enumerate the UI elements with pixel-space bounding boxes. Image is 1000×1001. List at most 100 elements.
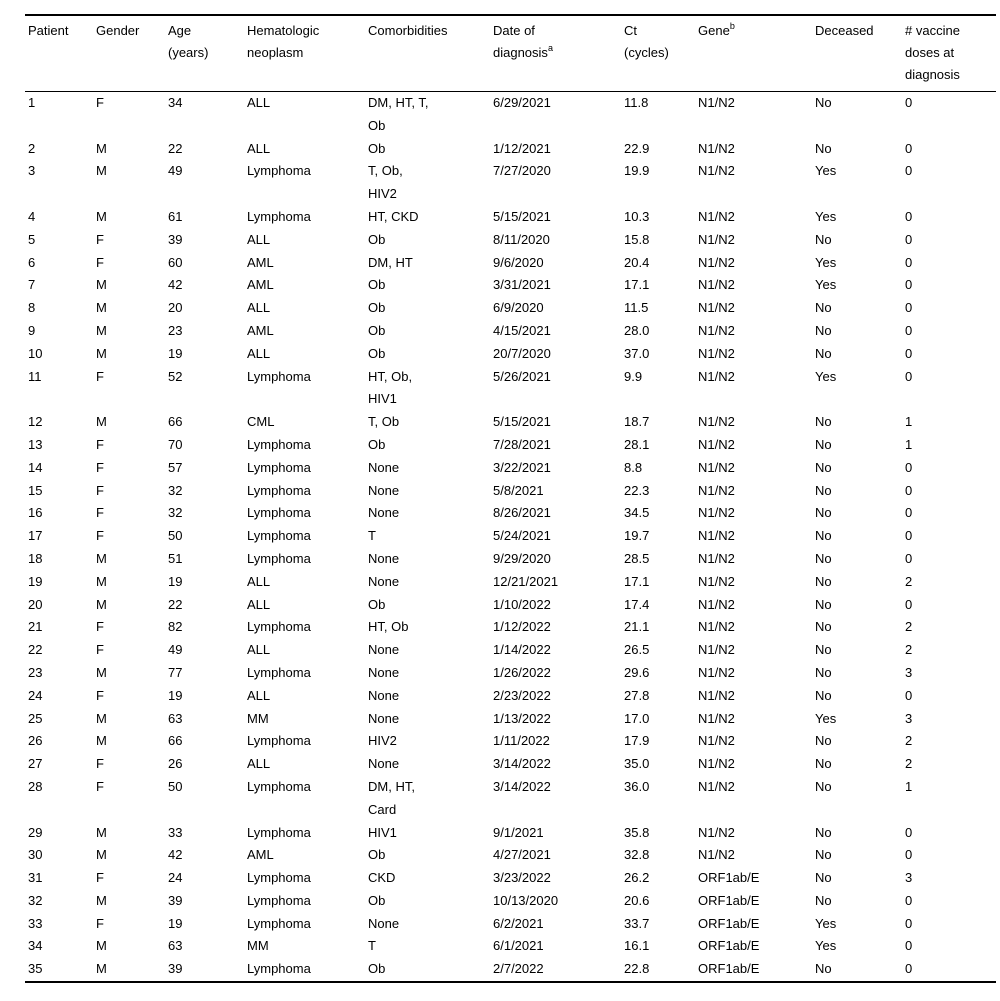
table-cell-hematologic-neoplasm: Lymphoma (247, 961, 311, 977)
comorbidities-value: Ob (368, 961, 386, 977)
table-cell-gene: N1/N2 (698, 414, 735, 430)
table-row: 14 F 57 Lymphoma None 3/22/2021 8.8 N1/N2 No 0 (25, 457, 996, 480)
table-row: 17 F 50 Lymphoma T 5/24/2021 19.7 N1/N2 No 0 (25, 525, 996, 548)
table-cell-comorbidities: Ob (368, 594, 493, 617)
comorbidities-value: None (368, 756, 400, 772)
table-cell-patient: 7 (28, 277, 36, 293)
table-cell-gene: N1/N2 (698, 163, 735, 179)
table-cell-date-of-diagnosis: 3/22/2021 (493, 459, 551, 475)
table-cell-age: 60 (168, 254, 183, 270)
table-cell-date-of-diagnosis: 7/28/2021 (493, 436, 551, 452)
table-cell-ct-cycles: 11.8 (624, 95, 649, 110)
table-cell-comorbidities: DM, HT (368, 252, 493, 275)
table-cell-age: 33 (168, 824, 183, 840)
column-header-age: Age (years) (168, 15, 247, 92)
table-cell-gender: F (96, 231, 104, 247)
table-cell-comorbidities: Ob (368, 320, 493, 343)
table-cell-patient: 25 (28, 710, 43, 726)
table-cell-deceased: No (815, 528, 832, 544)
table-cell-hematologic-neoplasm: ALL (247, 140, 271, 156)
table-cell-age: 19 (168, 915, 183, 931)
table-cell-age: 42 (168, 277, 183, 293)
table-row: 10 M 19 ALL Ob 20/7/2020 37.0 N1/N2 No 0 (25, 343, 996, 366)
comorbidities-value: None (368, 642, 400, 658)
table-row: 34 M 63 MM T 6/1/2021 16.1 ORF1ab/E Yes 0 (25, 935, 996, 958)
table-cell-ct-cycles: 10.3 (624, 208, 650, 224)
table-cell-gene: N1/N2 (698, 277, 735, 293)
table-cell-date-of-diagnosis: 5/26/2021 (493, 368, 551, 384)
table-cell-ct-cycles: 22.8 (624, 961, 650, 977)
table-cell-hematologic-neoplasm: ALL (247, 231, 271, 247)
table-cell-date-of-diagnosis: 1/26/2022 (493, 664, 551, 680)
table-cell-age: 57 (168, 459, 183, 475)
comorbidities-value: Ob (368, 345, 386, 361)
table-cell-gender: M (96, 573, 107, 589)
table-cell-deceased: No (815, 459, 832, 475)
table-cell-patient: 24 (28, 687, 43, 703)
table-cell-comorbidities: DM, HT, Card (368, 776, 493, 822)
table-cell-gene: N1/N2 (698, 231, 735, 247)
table-cell-date-of-diagnosis: 12/21/2021 (493, 573, 559, 589)
table-cell-comorbidities: T (368, 525, 493, 548)
table-cell-comorbidities: None (368, 662, 493, 685)
table-cell-gene: N1/N2 (698, 847, 735, 863)
table-cell-vaccine-doses: 0 (905, 847, 913, 863)
table-cell-vaccine-doses: 0 (905, 961, 913, 977)
table-cell-deceased: No (815, 505, 832, 521)
table-cell-hematologic-neoplasm: AML (247, 847, 274, 863)
table-cell-gender: F (96, 505, 104, 521)
table-cell-vaccine-doses: 0 (905, 277, 913, 293)
table-cell-gender: M (96, 208, 107, 224)
table-cell-ct-cycles: 26.5 (624, 642, 650, 658)
table-cell-vaccine-doses: 0 (905, 300, 913, 316)
table-cell-comorbidities: Ob (368, 890, 493, 913)
table-row: 19 M 19 ALL None 12/21/2021 17.1 N1/N2 No 2 (25, 571, 996, 594)
table-cell-gender: F (96, 368, 104, 384)
table-cell-age: 39 (168, 892, 183, 908)
table-cell-date-of-diagnosis: 5/15/2021 (493, 208, 551, 224)
table-cell-vaccine-doses: 0 (905, 596, 913, 612)
table-cell-patient: 12 (28, 414, 43, 430)
table-cell-gene: ORF1ab/E (698, 915, 760, 931)
patient-characteristics-table: Patient Gender Age (years) Hematologic neopla… (25, 14, 996, 984)
table-cell-hematologic-neoplasm: Lymphoma (247, 505, 311, 521)
table-cell-comorbidities: CKD (368, 867, 493, 890)
table-row: 25 M 63 MM None 1/13/2022 17.0 N1/N2 Yes 3 (25, 708, 996, 731)
table-cell-patient: 21 (28, 619, 43, 635)
table-cell-ct-cycles: 17.4 (624, 596, 650, 612)
table-cell-comorbidities: HT, CKD (368, 206, 493, 229)
table-cell-gender: M (96, 664, 107, 680)
table-cell-deceased: No (815, 140, 832, 156)
table-cell-comorbidities: Ob (368, 274, 493, 297)
table-cell-vaccine-doses: 1 (905, 436, 913, 452)
table-cell-gene: ORF1ab/E (698, 892, 760, 908)
table-row: 13 F 70 Lymphoma Ob 7/28/2021 28.1 N1/N2 No 1 (25, 434, 996, 457)
table-cell-deceased: Yes (815, 368, 837, 384)
table-cell-age: 49 (168, 163, 183, 179)
table-row: 28 F 50 Lymphoma DM, HT, Card 3/14/2022 36.0 N1… (25, 776, 996, 822)
comorbidities-value: Ob (368, 231, 386, 247)
table-cell-age: 70 (168, 436, 183, 452)
table-cell-hematologic-neoplasm: AML (247, 254, 274, 270)
table-cell-gene: N1/N2 (698, 505, 735, 521)
table-cell-date-of-diagnosis: 6/29/2021 (493, 95, 551, 110)
table-cell-comorbidities: HT, Ob, HIV1 (368, 366, 493, 412)
table-cell-date-of-diagnosis: 1/14/2022 (493, 642, 551, 658)
table-cell-hematologic-neoplasm: ALL (247, 687, 271, 703)
table-cell-deceased: No (815, 870, 832, 886)
table-cell-vaccine-doses: 1 (905, 414, 913, 430)
table-cell-vaccine-doses: 3 (905, 664, 913, 680)
table-cell-deceased: Yes (815, 254, 837, 270)
column-header-patient: Patient (25, 15, 96, 92)
table-cell-date-of-diagnosis: 2/23/2022 (493, 687, 551, 703)
table-row: 23 M 77 Lymphoma None 1/26/2022 29.6 N1/N2 No 3 (25, 662, 996, 685)
table-cell-hematologic-neoplasm: Lymphoma (247, 824, 311, 840)
table-cell-patient: 28 (28, 778, 43, 794)
table-cell-ct-cycles: 27.8 (624, 687, 650, 703)
table-cell-deceased: No (815, 733, 832, 749)
table-cell-vaccine-doses: 0 (905, 208, 913, 224)
table-cell-deceased: No (815, 847, 832, 863)
table-cell-vaccine-doses: 0 (905, 892, 913, 908)
table-cell-deceased: No (815, 664, 832, 680)
table-cell-comorbidities: None (368, 708, 493, 731)
